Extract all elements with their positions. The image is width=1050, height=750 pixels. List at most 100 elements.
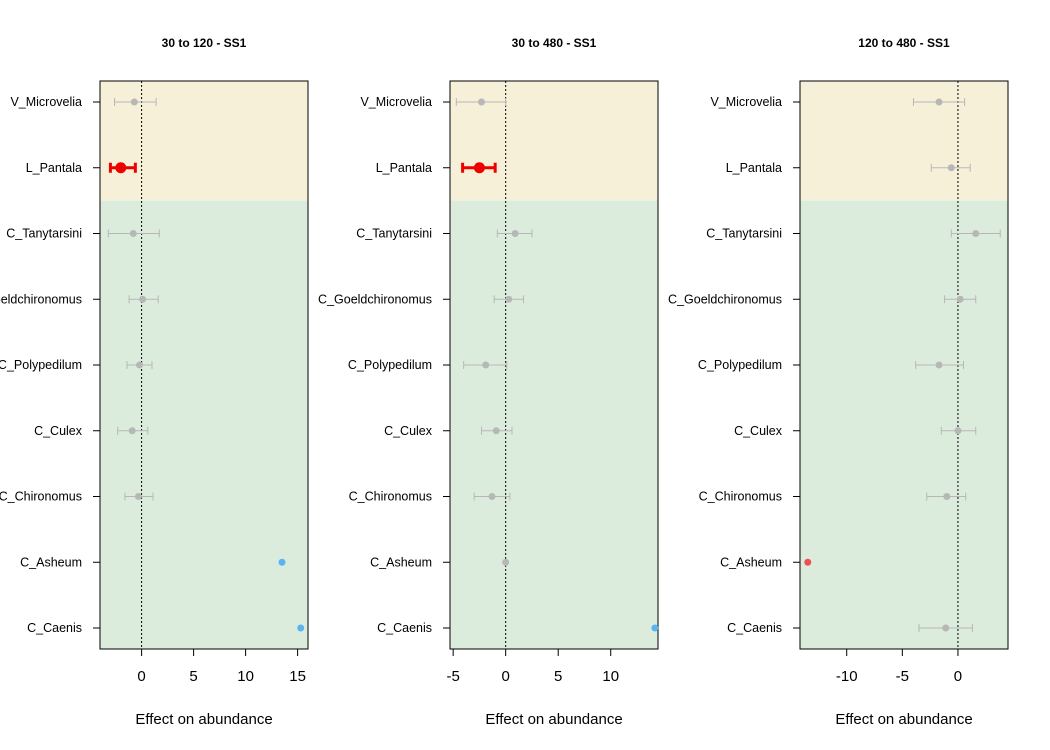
group-backgrounds xyxy=(100,81,308,649)
estimate-C_Asheum xyxy=(804,558,812,566)
y-tick-label: C_Chironomus xyxy=(349,490,432,504)
x-tick-label: -5 xyxy=(446,668,459,685)
point-estimate xyxy=(128,427,136,435)
panel-title: 120 to 480 - SS1 xyxy=(858,36,950,50)
y-tick-label: C_Goeldchironomus xyxy=(318,292,432,306)
point-estimate xyxy=(473,162,485,174)
estimate-C_Goeldchironomus xyxy=(944,295,977,304)
point-estimate xyxy=(947,164,955,172)
x-axis-label: Effect on abundance xyxy=(835,711,972,728)
group-band-1 xyxy=(450,200,658,649)
estimate-V_Microvelia xyxy=(114,98,157,106)
y-tick-label: L_Pantala xyxy=(726,161,782,175)
y-tick-label: V_Microvelia xyxy=(360,95,432,109)
estimate-C_Chironomus xyxy=(473,492,511,501)
point-estimate xyxy=(115,162,127,174)
x-tick-label: 5 xyxy=(189,668,197,685)
y-tick-label: C_Caenis xyxy=(27,621,82,635)
estimate-L_Pantala xyxy=(930,163,971,172)
y-tick-label: C_Culex xyxy=(384,424,433,438)
estimate-C_Polypedilum xyxy=(915,361,965,369)
estimate-C_Culex xyxy=(940,426,977,435)
estimate-C_Polypedilum xyxy=(126,361,153,369)
y-tick-label: C_Culex xyxy=(34,424,83,438)
panel-120-to-480: 120 to 480 - SS1 Effect on abundance V_M… xyxy=(668,36,1009,728)
point-estimate xyxy=(129,230,137,237)
y-tick-label: C_Goeldchironomus xyxy=(0,292,82,306)
point-estimate xyxy=(935,361,943,369)
panel-30-to-480: 30 to 480 - SS1 Effect on abundance V_Mi… xyxy=(318,36,659,728)
y-tick-label: C_Tanytarsini xyxy=(6,227,82,241)
group-band-1 xyxy=(800,200,1008,649)
point-estimate xyxy=(651,624,659,632)
y-tick-label: C_Tanytarsini xyxy=(706,227,782,241)
estimate-C_Caenis xyxy=(297,624,305,632)
y-tick-label: C_Polypedilum xyxy=(0,358,82,372)
point-estimate xyxy=(505,295,513,303)
estimate-C_Culex xyxy=(117,426,149,435)
y-tick-label: C_Polypedilum xyxy=(698,358,782,372)
point-estimate xyxy=(511,230,519,237)
x-tick-label: 0 xyxy=(137,668,145,685)
x-axis-label: Effect on abundance xyxy=(135,711,272,728)
estimate-C_Tanytarsini xyxy=(496,229,533,238)
estimate-C_Caenis xyxy=(651,624,659,632)
y-tick-label: C_Chironomus xyxy=(0,490,82,504)
estimate-C_Caenis xyxy=(918,624,973,632)
estimate-C_Chironomus xyxy=(124,492,154,501)
group-backgrounds xyxy=(800,81,1008,649)
x-tick-label: 0 xyxy=(954,668,962,685)
point-estimate xyxy=(492,427,500,435)
panel-30-to-120: 30 to 120 - SS1 Effect on abundance V_Mi… xyxy=(0,36,309,728)
y-tick-label: C_Asheum xyxy=(370,555,432,569)
estimate-L_Pantala xyxy=(461,162,497,174)
x-tick-label: 5 xyxy=(554,668,562,685)
estimate-V_Microvelia xyxy=(912,98,966,106)
point-estimate xyxy=(130,98,138,106)
point-estimate xyxy=(972,230,980,237)
estimate-C_Goeldchironomus xyxy=(128,295,159,304)
estimate-C_Culex xyxy=(481,426,513,435)
y-tick-label: C_Goeldchironomus xyxy=(668,292,782,306)
point-estimate xyxy=(278,558,286,566)
x-tick-label: 0 xyxy=(502,668,510,685)
point-estimate xyxy=(134,493,142,500)
estimate-C_Asheum xyxy=(502,558,510,566)
panel-title: 30 to 480 - SS1 xyxy=(512,36,597,50)
group-backgrounds xyxy=(450,81,658,649)
y-tick-label: C_Chironomus xyxy=(699,490,782,504)
estimate-C_Polypedilum xyxy=(463,361,508,369)
estimate-C_Tanytarsini xyxy=(950,229,1001,238)
estimate-C_Asheum xyxy=(278,558,286,566)
y-tick-label: L_Pantala xyxy=(26,161,82,175)
point-estimate xyxy=(942,624,950,632)
estimate-V_Microvelia xyxy=(455,98,507,106)
y-tick-label: V_Microvelia xyxy=(710,95,782,109)
group-band-0 xyxy=(100,81,308,201)
point-estimate xyxy=(136,361,144,369)
point-estimate xyxy=(488,493,496,500)
point-estimate xyxy=(935,98,943,106)
point-estimate xyxy=(502,558,510,566)
y-tick-label: C_Polypedilum xyxy=(348,358,432,372)
x-tick-label: 15 xyxy=(289,668,306,685)
group-band-0 xyxy=(800,81,1008,201)
y-tick-label: C_Caenis xyxy=(377,621,432,635)
point-estimate xyxy=(478,98,486,106)
estimate-C_Chironomus xyxy=(926,492,967,501)
y-tick-label: L_Pantala xyxy=(376,161,432,175)
panel-title: 30 to 120 - SS1 xyxy=(162,36,247,50)
y-tick-label: C_Asheum xyxy=(20,555,82,569)
y-tick-label: C_Culex xyxy=(734,424,783,438)
group-band-1 xyxy=(100,200,308,649)
point-estimate xyxy=(956,295,964,303)
point-estimate xyxy=(954,427,962,435)
x-tick-label: -5 xyxy=(896,668,909,685)
y-tick-label: C_Asheum xyxy=(720,555,782,569)
y-tick-label: C_Tanytarsini xyxy=(356,227,432,241)
y-tick-label: V_Microvelia xyxy=(10,95,82,109)
point-estimate xyxy=(139,295,147,303)
point-estimate xyxy=(943,493,951,500)
estimate-L_Pantala xyxy=(108,162,137,174)
